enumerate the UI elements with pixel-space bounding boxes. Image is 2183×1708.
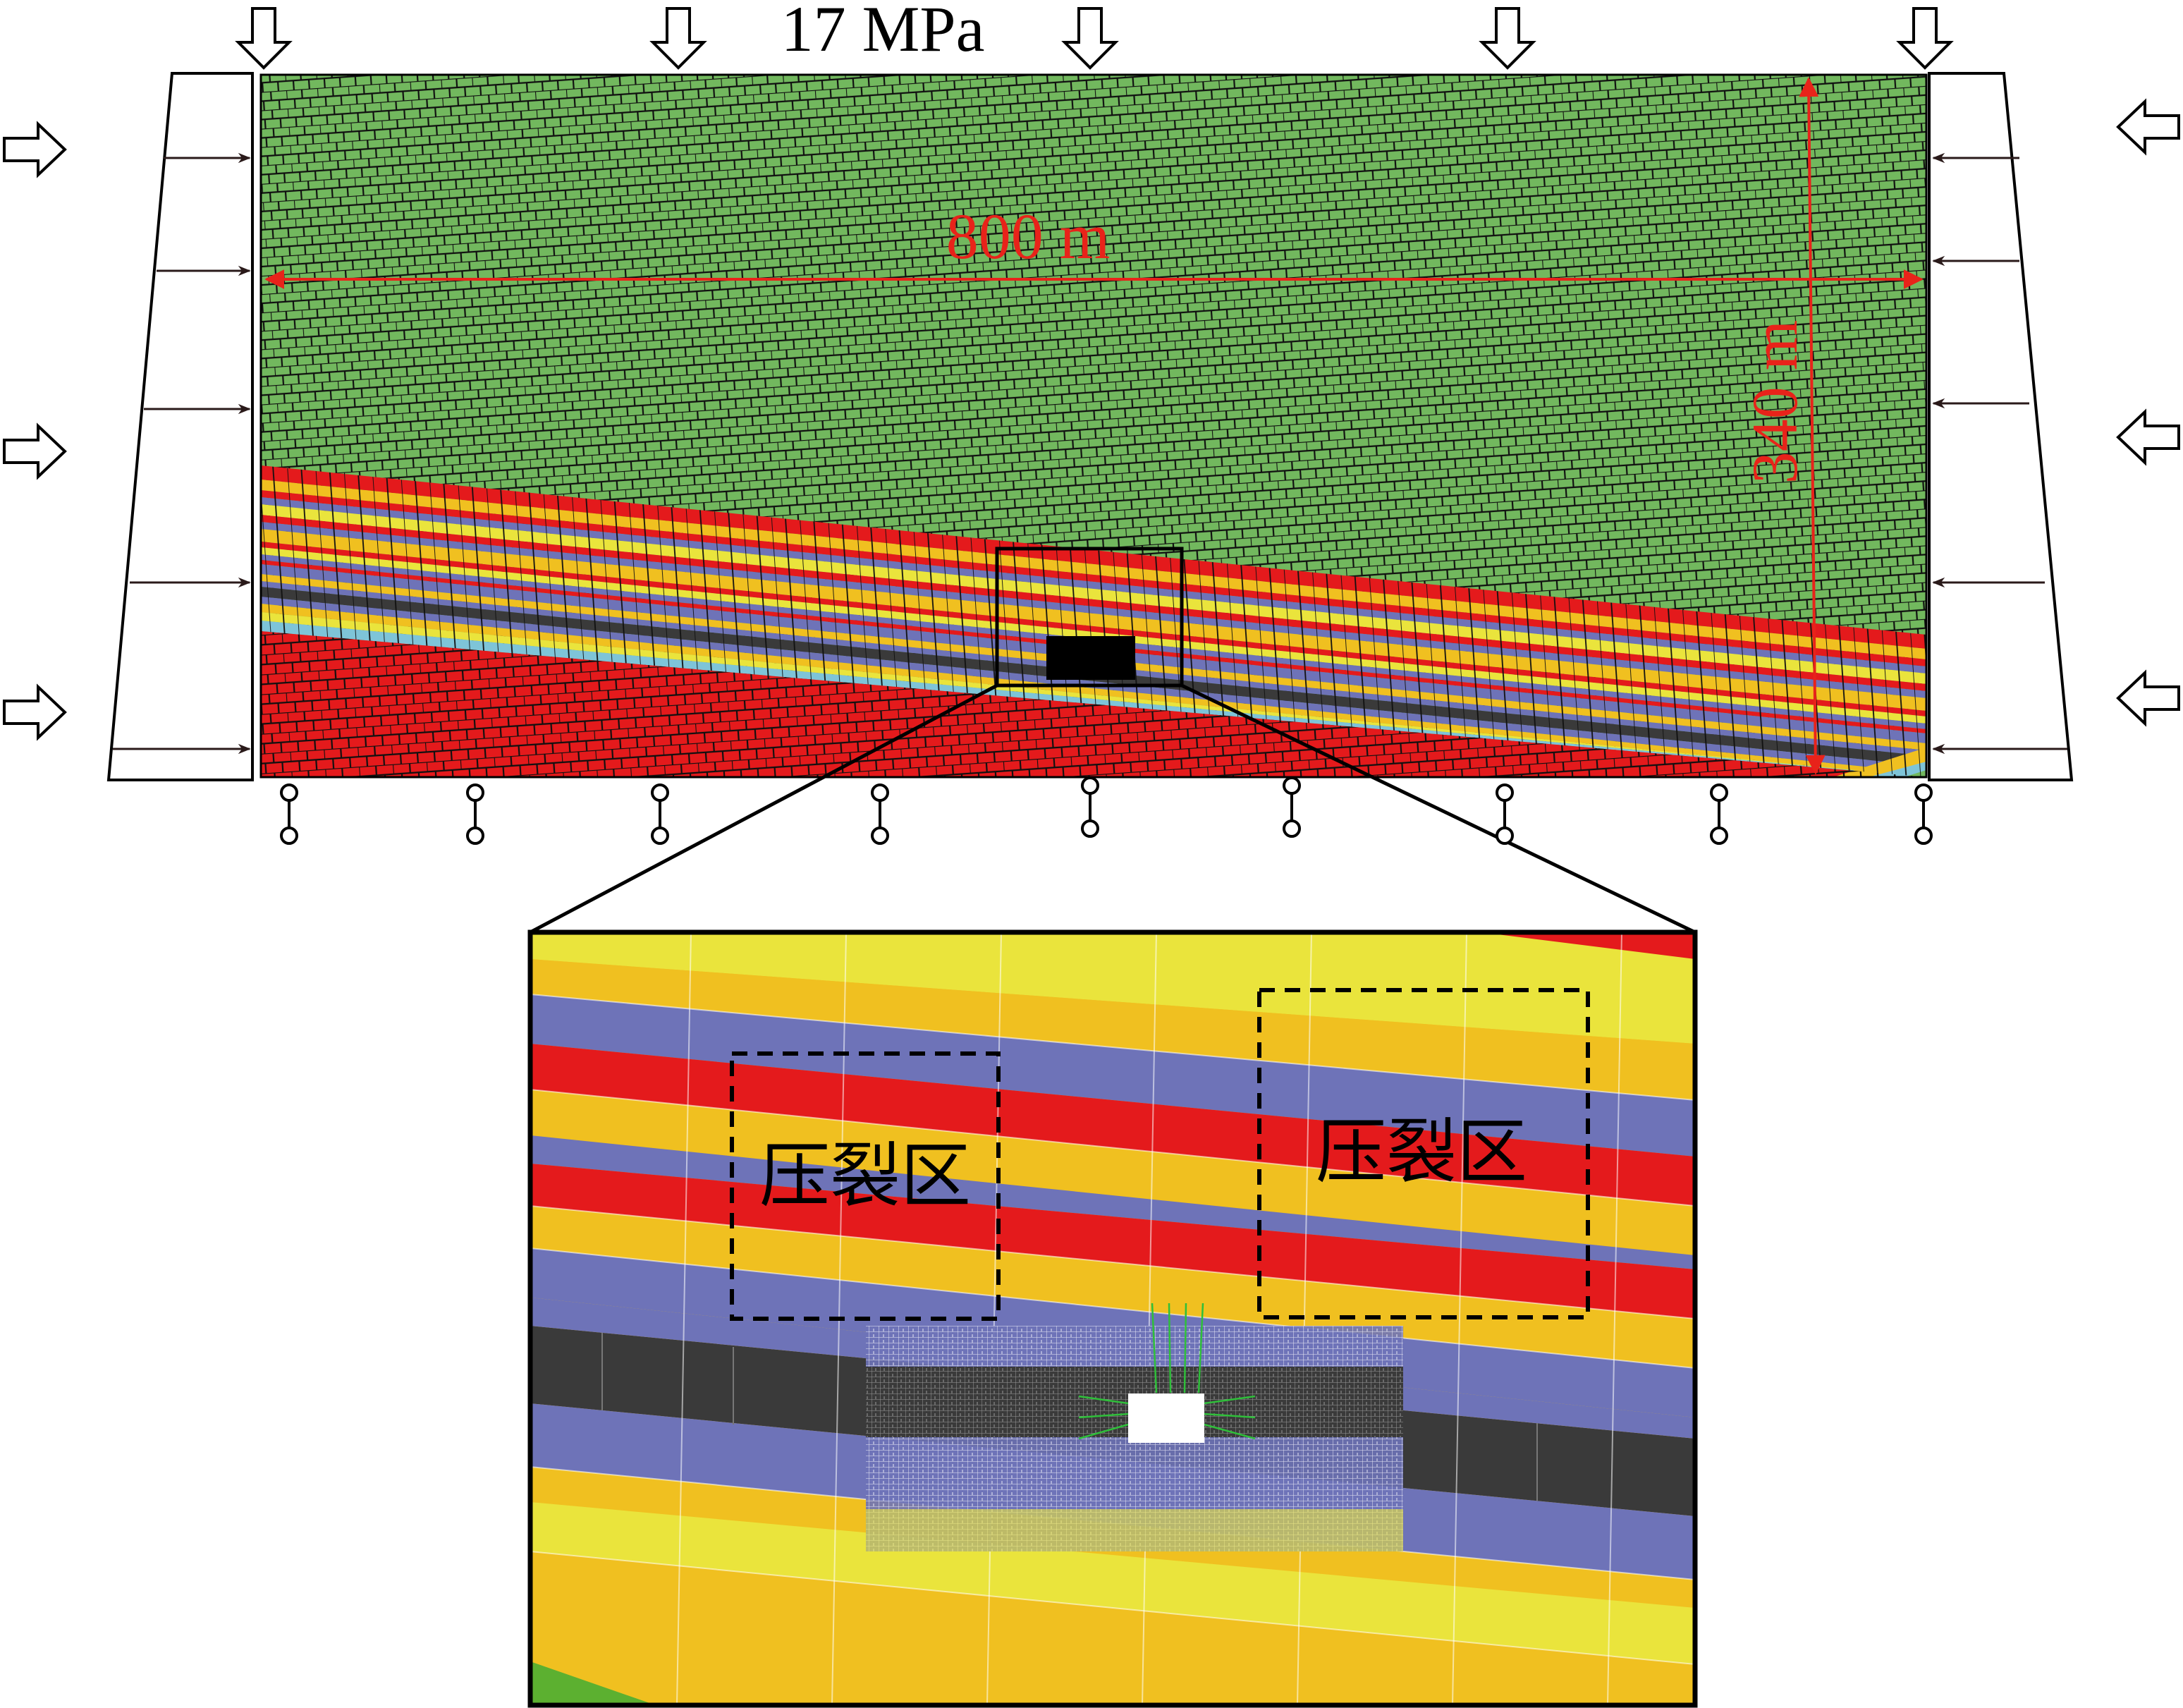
top-load-label: 17 MPa [781,0,985,65]
zoom-connector-right [1180,683,1696,934]
refined-lower-lightyellow [866,1509,1403,1551]
right-stress-diagram [1928,72,2074,781]
left-load-arrows [3,121,67,741]
down-arrow-outline-icon [649,7,707,70]
width-label: 800 m [946,200,1111,272]
roller-support-icon [280,783,298,845]
roller-support-icon [1496,783,1514,845]
inset-green-corner [530,1661,656,1705]
excavation-block [1046,636,1135,680]
inset-lightyellow-b [530,1502,1695,1664]
inset-blue-a [530,994,1695,1157]
fracture-zone-right-box [1257,988,1590,1319]
roadway-bolts [1078,1303,1256,1440]
height-dimension-line [1799,77,1826,775]
inset-yellow-e [530,1551,1695,1705]
horizontal-arrow-outline-icon [2116,98,2180,156]
roller-support-icon [1283,776,1301,838]
bottom-supports [280,776,1933,845]
roller-support-icon [651,783,669,845]
fracture-zone-left-label: 压裂区 [759,1137,971,1216]
floor-mesh [261,631,1926,777]
horizontal-arrow-outline-icon [3,422,67,480]
roller-support-icon [466,783,484,845]
coal-seam-divisions [601,1333,1538,1501]
right-load-arrows [2116,98,2180,727]
inset-yellow-a [530,959,1695,1100]
inset-border [527,929,1698,1708]
horizontal-arrow-outline-icon [3,121,67,178]
inset-red-b [530,1164,1695,1319]
inset-red-a [530,1044,1695,1206]
roadway-opening [1128,1393,1204,1443]
height-label: 340 m [1739,320,1811,484]
down-arrow-outline-icon [1061,7,1119,70]
inset-yellow-c [530,1206,1695,1368]
fracture-zone-left-box [730,1051,1001,1321]
inset-lightyellow-top [530,932,1695,1044]
fracture-zone-right-label: 压裂区 [1316,1114,1527,1192]
roller-support-icon [1710,783,1728,845]
inset-red-top [1481,932,1695,959]
inset-yellow-b [530,1090,1695,1255]
inset-coarse-mesh [530,932,1695,1705]
inset-blue-b [530,1135,1695,1269]
zoom-connector-left [529,683,998,934]
zoom-box [995,547,1184,688]
horizontal-arrow-outline-icon [3,683,67,741]
horizontal-arrow-outline-icon [2116,669,2180,727]
layers-mesh [261,465,1926,777]
down-arrow-outline-icon [1896,7,1954,70]
down-arrow-outline-icon [1479,7,1536,70]
main-model [261,75,1926,777]
zoom-inset [530,932,1695,1705]
roller-support-icon [1914,783,1933,845]
horizontal-arrow-outline-icon [2116,408,2180,466]
roller-support-icon [1081,776,1099,838]
left-stress-diagram [106,72,254,781]
roller-support-icon [871,783,889,845]
down-arrow-outline-icon [235,7,293,70]
top-load-arrows [235,7,1954,70]
